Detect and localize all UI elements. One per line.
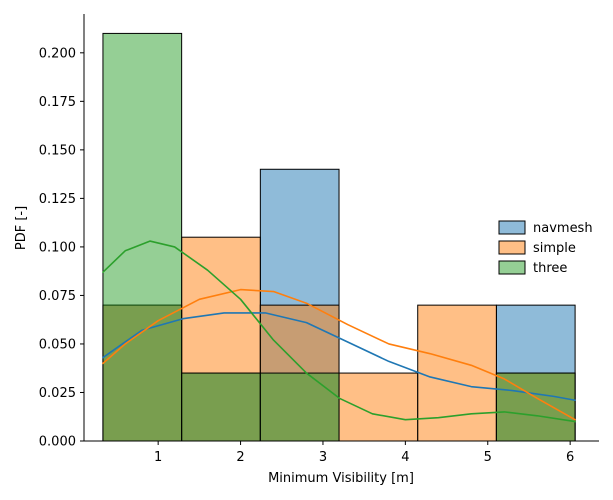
kde-layer [102,240,576,423]
bar-three-2 [259,372,340,442]
y-tick-label: 0.100 [39,240,76,255]
y-tick-label: 0.125 [39,192,76,207]
kde-line-simple [102,288,576,421]
legend-label-simple: simple [533,241,576,256]
x-tick-label: 5 [484,450,492,465]
bar-three-5 [495,372,576,442]
y-tick-label: 0.075 [39,289,76,304]
x-tick-label: 3 [319,450,327,465]
bar-three-1 [181,372,261,442]
legend-swatch-simple [498,240,526,255]
bar-three-0 [102,32,183,442]
legend-swatch-navmesh [498,220,526,235]
x-axis-label: Minimum Visibility [m] [268,471,414,486]
bars-layer [102,32,576,442]
y-tick-label: 0.200 [39,46,76,61]
legend: navmesh simple three [498,220,593,276]
legend-swatch-three [498,260,526,275]
y-tick-label: 0.025 [39,386,76,401]
legend-label-navmesh: navmesh [533,221,593,236]
legend-label-three: three [533,261,567,276]
bar-simple-3 [338,372,419,442]
x-tick-label: 4 [401,450,409,465]
bar-simple-4 [417,304,497,442]
kde-line-navmesh [102,312,576,402]
y-tick-label: 0.000 [39,435,76,450]
ticks: 1 2 3 4 5 6 0.000 0.025 0.050 0.075 0.100 0.125 0.15… [39,46,575,465]
axes [83,14,599,442]
y-tick-label: 0.050 [39,337,76,352]
kde-line-three [102,240,576,423]
y-tick-label: 0.150 [39,143,76,158]
x-tick-label: 2 [236,450,244,465]
y-axis-label: PDF [-] [14,206,29,250]
y-tick-label: 0.175 [39,95,76,110]
x-tick-label: 6 [566,450,574,465]
x-tick-label: 1 [154,450,162,465]
